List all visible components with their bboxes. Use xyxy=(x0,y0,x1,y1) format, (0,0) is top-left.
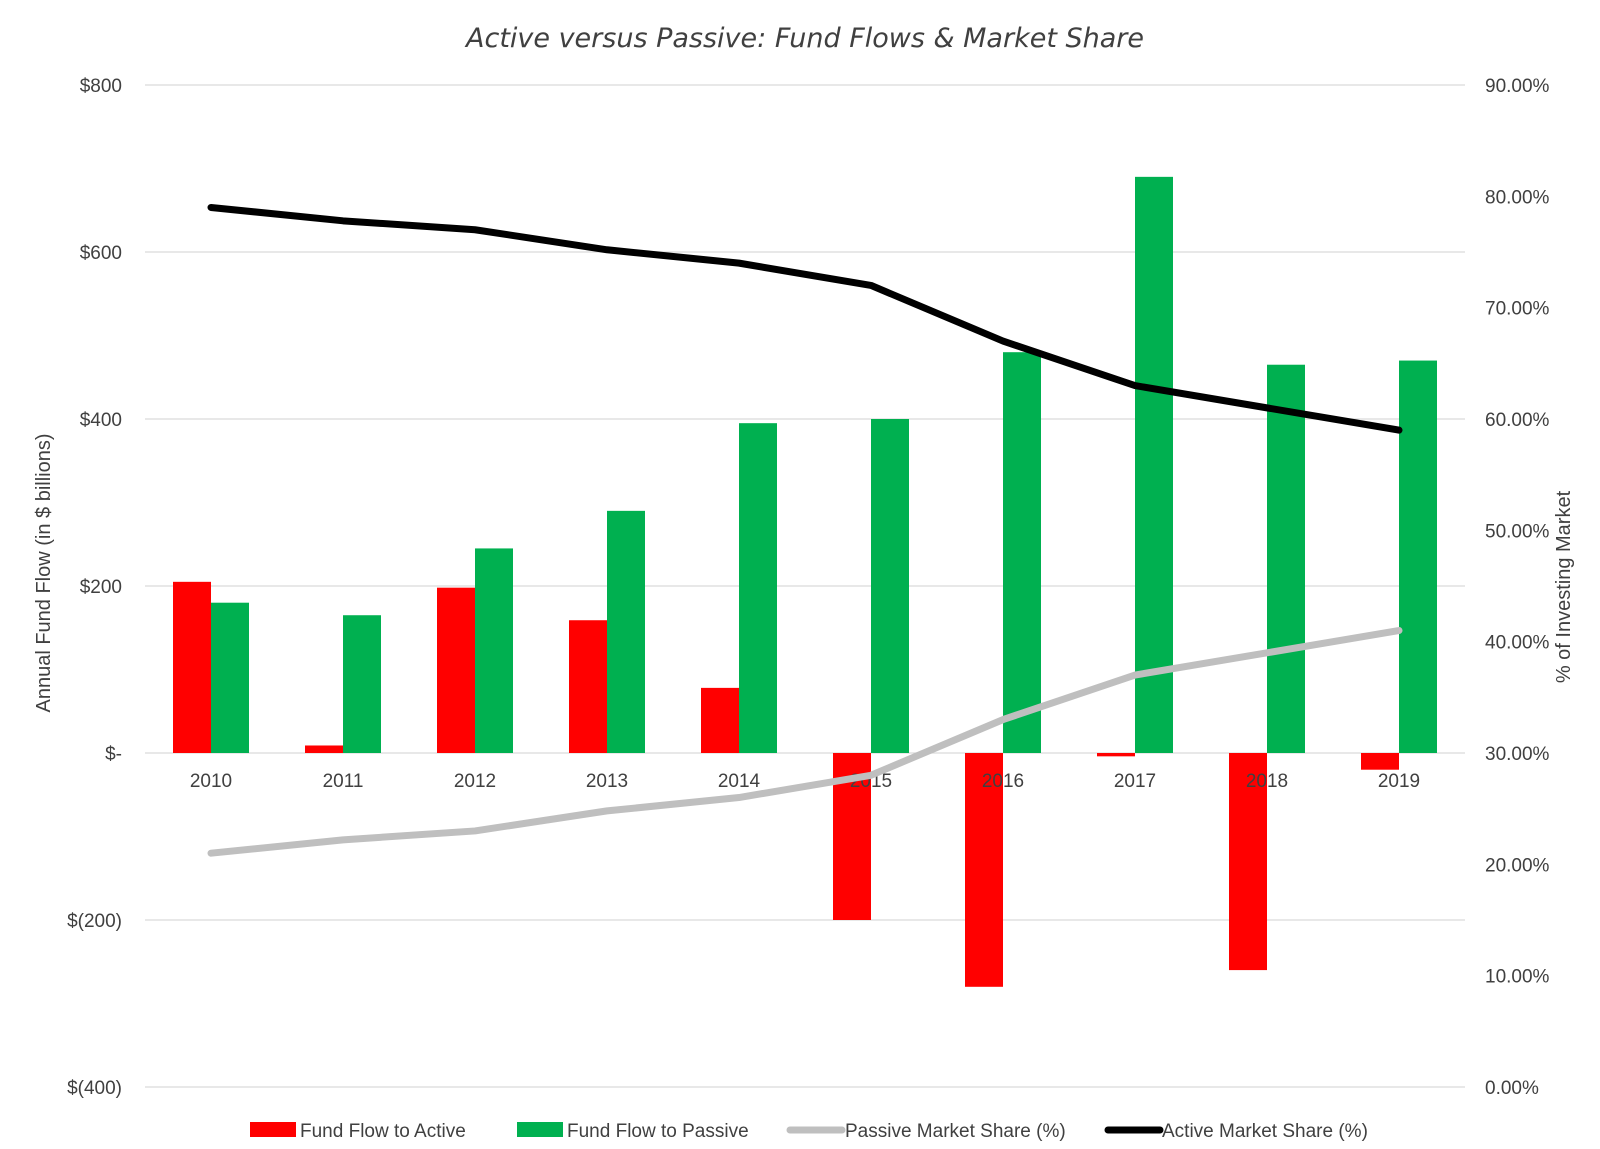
category-label: 2016 xyxy=(982,771,1024,792)
legend-label: Active Market Share (%) xyxy=(1162,1121,1368,1142)
bar-fund-flow-to-active-2019 xyxy=(1361,753,1399,770)
left-tick-label: $600 xyxy=(80,243,122,264)
legend-swatch xyxy=(517,1122,563,1137)
bar-fund-flow-to-active-2014 xyxy=(701,687,739,753)
right-axis-ticks: 90.00% 80.00% 70.00% 60.00% 50.00% 40.00% 30.0… xyxy=(1485,76,1550,1099)
bar-fund-flow-to-passive-2018 xyxy=(1267,364,1305,753)
left-axis-ticks: $800 $600 $400 $200 $- $(200) $(400) xyxy=(67,76,122,1099)
left-tick-label: $- xyxy=(105,744,122,765)
bar-fund-flow-to-passive-2017 xyxy=(1135,176,1173,754)
right-tick-label: 90.00% xyxy=(1485,76,1550,97)
left-tick-label: $200 xyxy=(80,577,122,598)
y-axis-title: Annual Fund Flow (in $ billions) xyxy=(33,433,55,712)
left-tick-label: $(400) xyxy=(67,1078,122,1099)
left-tick-label: $400 xyxy=(80,410,122,431)
bar-fund-flow-to-active-2012 xyxy=(437,587,475,753)
category-label: 2017 xyxy=(1114,771,1156,792)
right-tick-label: 10.00% xyxy=(1485,967,1550,988)
bar-fund-flow-to-passive-2014 xyxy=(739,423,777,753)
category-label: 2011 xyxy=(323,771,364,792)
y2-axis-title: % of Investing Market xyxy=(1553,490,1575,683)
legend-label: Passive Market Share (%) xyxy=(845,1121,1066,1142)
line-passive-market-share- xyxy=(207,627,1403,857)
legend: Fund Flow to Active Fund Flow to Passive P… xyxy=(250,1121,1368,1142)
legend-label: Fund Flow to Active xyxy=(300,1121,466,1142)
category-label: 2019 xyxy=(1378,771,1420,792)
category-label: 2010 xyxy=(190,771,232,792)
right-tick-label: 20.00% xyxy=(1485,855,1550,876)
category-label: 2014 xyxy=(718,771,761,792)
bar-fund-flow-to-passive-2015 xyxy=(871,419,909,753)
category-label: 2013 xyxy=(586,771,628,792)
lines xyxy=(207,203,1403,857)
bar-fund-flow-to-active-2010 xyxy=(173,581,211,753)
line-active-market-share- xyxy=(207,203,1403,434)
right-tick-label: 80.00% xyxy=(1485,187,1550,208)
bar-fund-flow-to-passive-2011 xyxy=(343,615,381,753)
legend-swatch xyxy=(250,1122,296,1137)
legend-label: Fund Flow to Passive xyxy=(567,1121,749,1142)
left-tick-label: $800 xyxy=(80,76,122,97)
bar-fund-flow-to-active-2013 xyxy=(569,620,607,753)
right-tick-label: 50.00% xyxy=(1485,521,1550,542)
chart-title: Active versus Passive: Fund Flows & Mark… xyxy=(464,23,1144,54)
bar-fund-flow-to-passive-2013 xyxy=(607,510,645,753)
bar-fund-flow-to-active-2016 xyxy=(965,753,1003,987)
right-tick-label: 70.00% xyxy=(1485,299,1550,320)
bars xyxy=(173,176,1437,987)
category-label: 2012 xyxy=(454,771,496,792)
bar-fund-flow-to-passive-2012 xyxy=(475,548,513,753)
bar-fund-flow-to-active-2018 xyxy=(1229,753,1267,971)
bar-fund-flow-to-passive-2019 xyxy=(1399,360,1437,753)
category-labels: 2010 2011 2012 2013 2014 2015 2016 2017 2018 2019 xyxy=(190,771,1420,792)
bar-fund-flow-to-passive-2016 xyxy=(1003,352,1041,753)
left-tick-label: $(200) xyxy=(67,911,122,932)
right-tick-label: 0.00% xyxy=(1485,1078,1539,1099)
category-label: 2018 xyxy=(1246,771,1288,792)
right-tick-label: 30.00% xyxy=(1485,744,1550,765)
right-tick-label: 40.00% xyxy=(1485,633,1550,654)
right-tick-label: 60.00% xyxy=(1485,410,1550,431)
bar-fund-flow-to-passive-2010 xyxy=(211,602,249,753)
bar-fund-flow-to-active-2011 xyxy=(305,745,343,753)
bar-fund-flow-to-active-2017 xyxy=(1097,753,1135,757)
